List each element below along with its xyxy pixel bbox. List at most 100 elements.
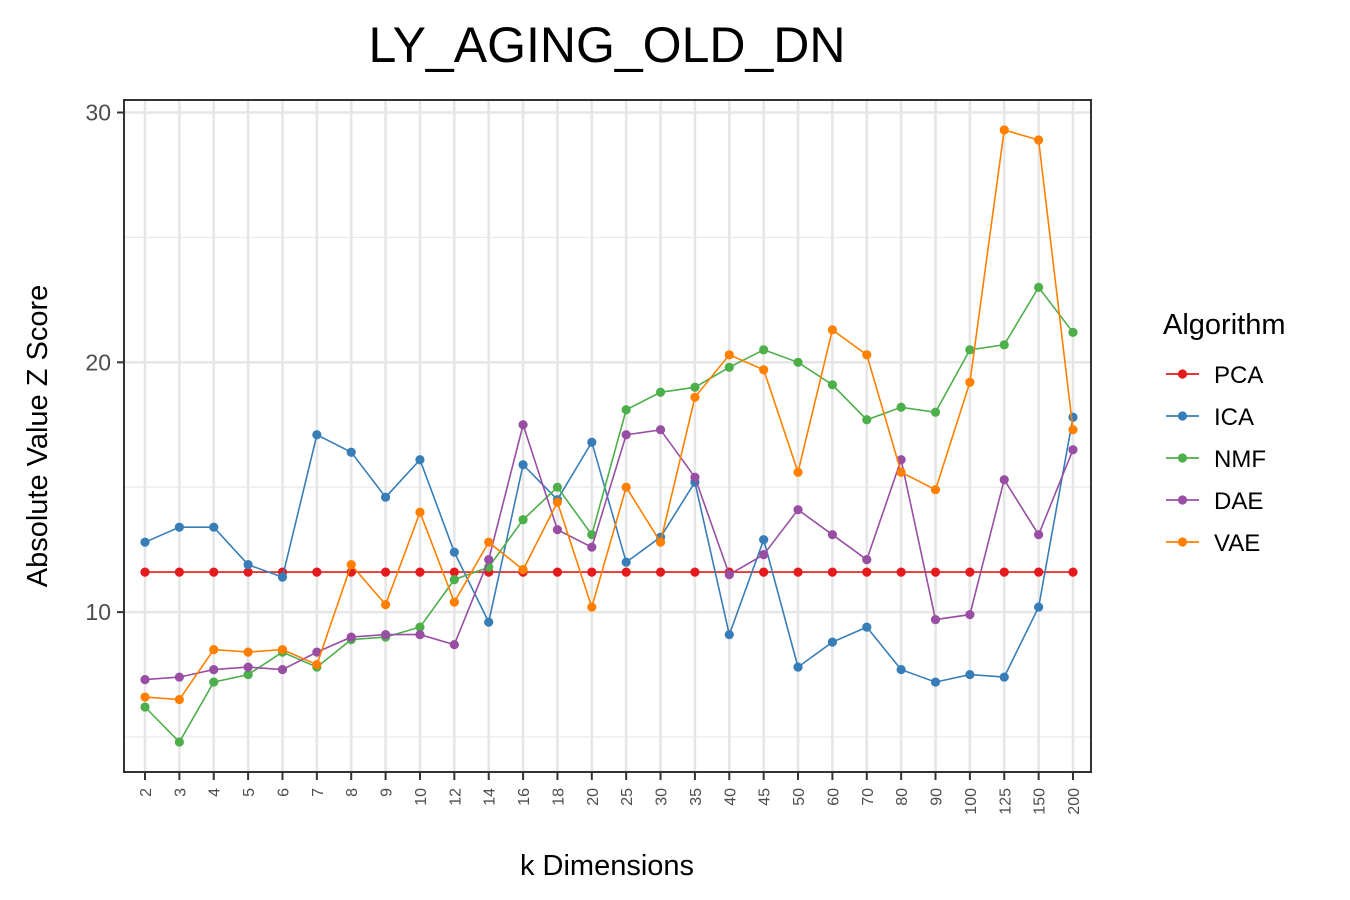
- data-point-ica: [827, 637, 838, 647]
- data-point-pca: [930, 567, 941, 577]
- data-point-pca: [1068, 567, 1078, 577]
- data-point-pca: [174, 567, 184, 577]
- series-vae: [140, 125, 1078, 705]
- legend-item-pca: PCA: [1166, 362, 1263, 389]
- data-point-nmf: [690, 382, 700, 392]
- data-point-pca: [621, 567, 631, 577]
- data-point-dae: [312, 647, 322, 657]
- data-point-ica: [243, 560, 253, 570]
- x-tick-label: 12: [447, 788, 464, 806]
- data-point-vae: [243, 647, 253, 657]
- data-point-dae: [380, 630, 391, 640]
- data-point-dae: [827, 530, 838, 540]
- data-point-vae: [655, 537, 666, 547]
- series-line-nmf: [144, 285, 1074, 744]
- x-tick-label: 50: [791, 788, 808, 806]
- data-point-dae: [930, 615, 941, 625]
- data-point-dae: [346, 632, 356, 642]
- data-point-pca: [655, 567, 666, 577]
- x-tick-label: 150: [1032, 788, 1049, 815]
- data-point-pca: [999, 567, 1009, 577]
- data-point-vae: [896, 467, 906, 477]
- series-dae: [140, 420, 1078, 685]
- legend-key-point: [1177, 495, 1188, 505]
- x-axis: 2 3 4 5 6 7 8 9 10 12 14 16 18 20 25 30 35 40 45 50 60 70 80 90…: [138, 772, 1083, 815]
- data-point-vae: [346, 560, 356, 570]
- data-point-ica: [759, 535, 769, 545]
- data-point-vae: [1034, 135, 1044, 145]
- legend-label: VAE: [1214, 530, 1260, 557]
- data-point-pca: [380, 567, 391, 577]
- data-point-dae: [759, 550, 769, 560]
- x-tick-label: 16: [516, 788, 533, 806]
- data-point-ica: [793, 662, 803, 672]
- data-point-dae: [552, 525, 563, 535]
- plot-border: [123, 99, 1092, 773]
- legend-label: DAE: [1214, 488, 1263, 515]
- data-point-dae: [518, 420, 528, 430]
- data-point-ica: [484, 617, 494, 627]
- data-point-pca: [965, 567, 975, 577]
- data-point-ica: [174, 522, 184, 532]
- data-point-nmf: [655, 387, 666, 397]
- data-point-pca: [209, 567, 219, 577]
- data-point-dae: [449, 639, 459, 650]
- data-point-vae: [930, 485, 941, 495]
- data-point-nmf: [449, 575, 459, 585]
- x-tick-label: 35: [688, 788, 705, 806]
- data-point-nmf: [518, 515, 528, 525]
- x-tick-label: 60: [825, 788, 842, 806]
- legend-key-point: [1177, 411, 1188, 421]
- data-point-ica: [896, 664, 906, 675]
- legend-key-point: [1177, 453, 1188, 463]
- series-line-ica: [144, 417, 1074, 683]
- data-point-vae: [621, 482, 631, 492]
- data-point-nmf: [209, 677, 219, 687]
- x-tick-label: 80: [894, 788, 911, 806]
- data-point-vae: [587, 602, 597, 612]
- data-point-vae: [449, 597, 459, 607]
- data-point-dae: [277, 664, 288, 675]
- data-point-ica: [1034, 602, 1044, 612]
- data-point-dae: [587, 542, 597, 552]
- data-point-vae: [415, 507, 425, 517]
- y-tick-label: 20: [85, 349, 111, 375]
- legend-item-dae: DAE: [1166, 488, 1263, 515]
- data-point-vae: [277, 644, 288, 655]
- series-pca: [140, 567, 1078, 577]
- data-point-pca: [896, 567, 906, 577]
- data-point-nmf: [174, 737, 184, 747]
- data-point-vae: [552, 497, 563, 507]
- x-tick-label: 200: [1066, 788, 1083, 815]
- data-point-dae: [655, 425, 666, 435]
- data-point-pca: [690, 567, 700, 577]
- data-point-ica: [965, 669, 975, 680]
- legend: Algorithm PCA ICA NMF DAE VAE: [1163, 309, 1286, 557]
- plot-panel: [124, 100, 1091, 772]
- x-tick-label: 90: [929, 788, 946, 806]
- x-tick-label: 70: [860, 788, 877, 806]
- legend-key-point: [1177, 537, 1188, 547]
- data-point-nmf: [140, 702, 150, 712]
- data-point-vae: [1068, 425, 1078, 435]
- x-tick-label: 30: [654, 788, 671, 806]
- major-gridlines: [124, 100, 1091, 772]
- data-point-vae: [759, 365, 769, 375]
- data-point-dae: [415, 630, 425, 640]
- data-point-nmf: [243, 669, 253, 680]
- data-point-ica: [587, 437, 597, 447]
- legend-item-nmf: NMF: [1166, 446, 1266, 473]
- data-point-vae: [793, 467, 803, 477]
- y-tick-label: 30: [85, 99, 111, 125]
- data-point-nmf: [621, 405, 631, 415]
- data-point-vae: [724, 350, 734, 360]
- data-point-ica: [380, 492, 391, 502]
- data-point-vae: [965, 377, 975, 387]
- data-point-pca: [552, 567, 563, 577]
- data-point-dae: [965, 610, 975, 620]
- legend-item-ica: ICA: [1166, 404, 1254, 431]
- data-point-dae: [1034, 530, 1044, 540]
- data-point-dae: [174, 672, 184, 682]
- x-tick-label: 5: [241, 788, 258, 797]
- data-point-pca: [449, 567, 459, 577]
